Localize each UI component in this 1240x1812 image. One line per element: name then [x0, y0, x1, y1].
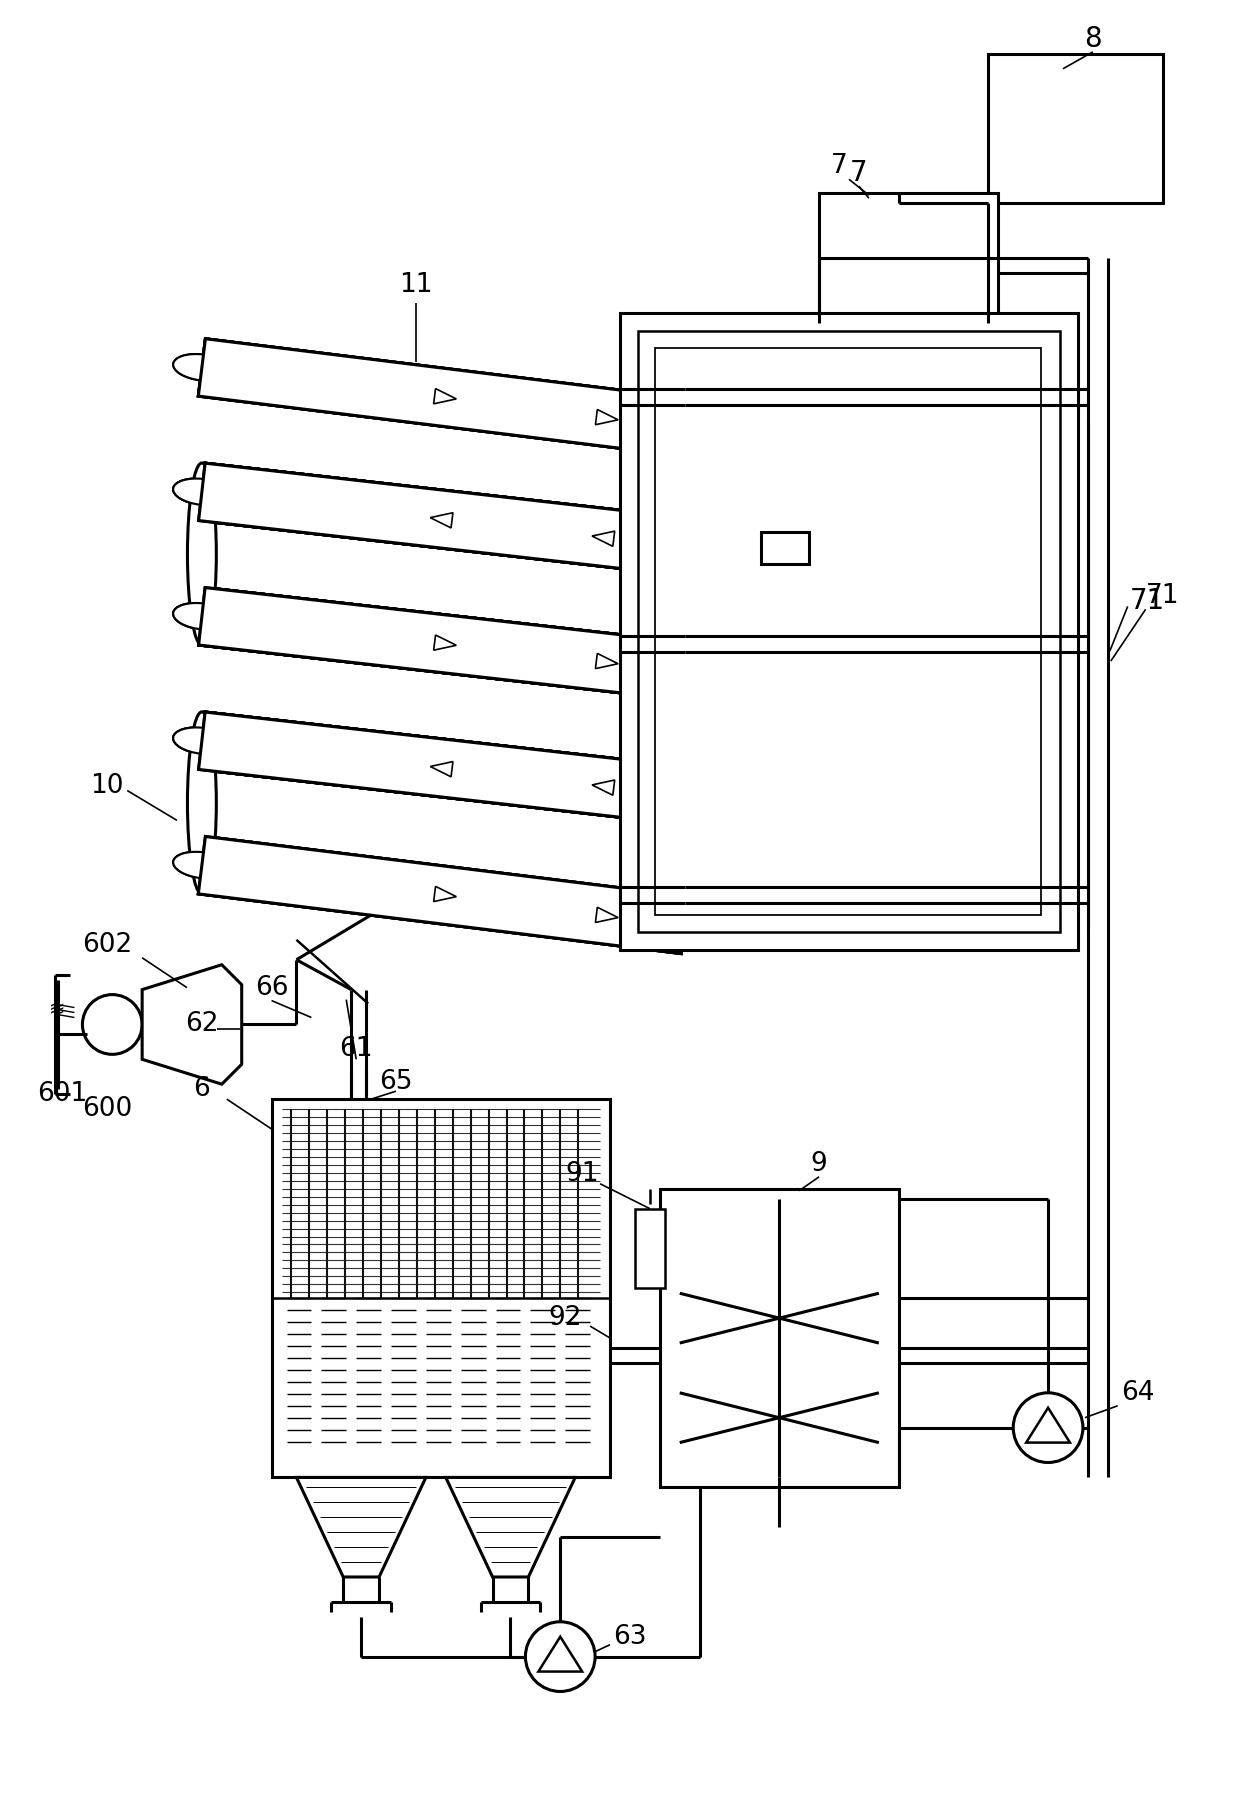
- Polygon shape: [198, 837, 688, 953]
- Polygon shape: [198, 587, 688, 699]
- Ellipse shape: [174, 727, 231, 754]
- Polygon shape: [198, 837, 688, 953]
- Text: 600: 600: [82, 1096, 133, 1122]
- Bar: [820, 194, 998, 323]
- Ellipse shape: [192, 471, 212, 636]
- Text: 9: 9: [811, 1151, 827, 1176]
- Text: 66: 66: [254, 975, 289, 1000]
- Polygon shape: [434, 886, 456, 902]
- Polygon shape: [296, 1477, 425, 1576]
- Polygon shape: [198, 464, 688, 574]
- Ellipse shape: [656, 413, 713, 440]
- Polygon shape: [446, 1477, 575, 1576]
- Ellipse shape: [174, 727, 231, 754]
- Ellipse shape: [174, 603, 231, 629]
- Ellipse shape: [187, 712, 216, 893]
- Text: 63: 63: [614, 1624, 647, 1649]
- Ellipse shape: [187, 464, 216, 645]
- Bar: [754, 531, 810, 562]
- Text: 91: 91: [565, 1161, 599, 1187]
- Polygon shape: [198, 587, 688, 699]
- Text: 7: 7: [851, 159, 868, 187]
- Bar: [635, 1209, 665, 1288]
- Bar: [655, 348, 1042, 915]
- Ellipse shape: [174, 603, 231, 629]
- Polygon shape: [430, 513, 453, 527]
- Bar: [620, 313, 1078, 949]
- Ellipse shape: [656, 783, 713, 808]
- Ellipse shape: [656, 783, 713, 808]
- Ellipse shape: [656, 413, 713, 440]
- Polygon shape: [198, 464, 688, 574]
- Ellipse shape: [174, 353, 231, 381]
- Ellipse shape: [671, 641, 699, 824]
- Ellipse shape: [656, 533, 713, 560]
- Polygon shape: [198, 712, 688, 824]
- Polygon shape: [198, 712, 688, 824]
- Polygon shape: [198, 339, 688, 457]
- Polygon shape: [198, 712, 688, 824]
- Polygon shape: [1027, 1408, 1070, 1442]
- Text: 602: 602: [82, 931, 133, 959]
- Text: 65: 65: [379, 1069, 413, 1094]
- Polygon shape: [198, 587, 688, 699]
- Ellipse shape: [174, 852, 231, 879]
- Text: 10: 10: [91, 772, 124, 799]
- Bar: [761, 531, 810, 564]
- Ellipse shape: [174, 478, 231, 506]
- Bar: [637, 330, 1060, 931]
- Polygon shape: [430, 761, 453, 777]
- Ellipse shape: [671, 399, 699, 576]
- Text: 92: 92: [548, 1305, 582, 1332]
- Text: 7: 7: [831, 154, 847, 179]
- Ellipse shape: [656, 658, 713, 685]
- Text: 71: 71: [1146, 583, 1179, 609]
- Ellipse shape: [675, 651, 694, 815]
- Polygon shape: [595, 410, 618, 424]
- Ellipse shape: [174, 852, 231, 879]
- Ellipse shape: [675, 408, 694, 567]
- Polygon shape: [198, 339, 688, 457]
- Bar: [660, 1189, 899, 1488]
- Ellipse shape: [656, 911, 713, 939]
- Ellipse shape: [192, 721, 212, 886]
- Ellipse shape: [656, 658, 713, 685]
- Ellipse shape: [656, 658, 713, 685]
- Text: 6: 6: [193, 1076, 211, 1102]
- Ellipse shape: [174, 727, 231, 754]
- Ellipse shape: [174, 478, 231, 506]
- Bar: [988, 54, 1163, 203]
- Polygon shape: [595, 654, 618, 669]
- Ellipse shape: [174, 478, 231, 506]
- Text: 61: 61: [340, 1036, 373, 1062]
- Bar: [272, 1100, 610, 1477]
- Text: 64: 64: [1121, 1379, 1154, 1406]
- Polygon shape: [434, 388, 456, 404]
- Text: 62: 62: [185, 1011, 218, 1038]
- Text: 71: 71: [1130, 587, 1166, 616]
- Polygon shape: [434, 634, 456, 651]
- Ellipse shape: [656, 533, 713, 560]
- Ellipse shape: [174, 353, 231, 381]
- Polygon shape: [198, 464, 688, 574]
- Ellipse shape: [174, 603, 231, 629]
- Polygon shape: [591, 779, 615, 795]
- Polygon shape: [595, 908, 618, 922]
- Ellipse shape: [656, 911, 713, 939]
- Polygon shape: [538, 1636, 582, 1671]
- Ellipse shape: [656, 783, 713, 808]
- Ellipse shape: [656, 533, 713, 560]
- Text: 11: 11: [399, 272, 433, 297]
- Text: 8: 8: [1084, 25, 1101, 53]
- Text: ≋: ≋: [50, 1000, 66, 1018]
- Polygon shape: [143, 964, 242, 1084]
- Polygon shape: [591, 531, 615, 547]
- Text: 601: 601: [37, 1082, 88, 1107]
